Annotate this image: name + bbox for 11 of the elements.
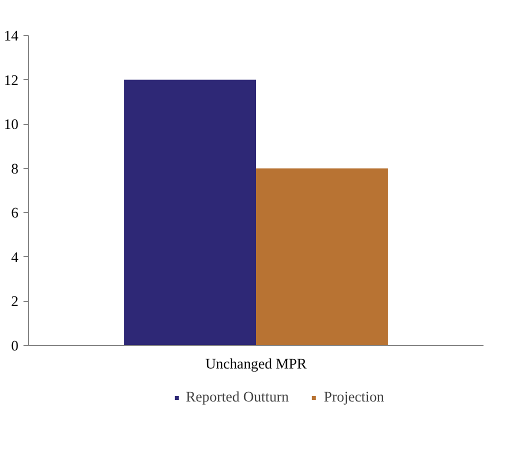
y-tick-label: 4	[11, 250, 20, 266]
y-tick-label: 14	[4, 28, 20, 44]
x-tick-label: Unchanged MPR	[205, 356, 307, 372]
y-tick-label: 8	[11, 161, 18, 178]
legend-label: Reported Outturn	[186, 389, 289, 406]
y-tick-label: 10	[4, 117, 18, 134]
y-tick-label: 0	[11, 338, 18, 354]
y-tick-label: 12	[4, 72, 18, 89]
y-tick-label: 6	[11, 206, 18, 222]
legend-label: Projection	[324, 389, 384, 406]
y-tick-label: 2	[11, 294, 18, 310]
